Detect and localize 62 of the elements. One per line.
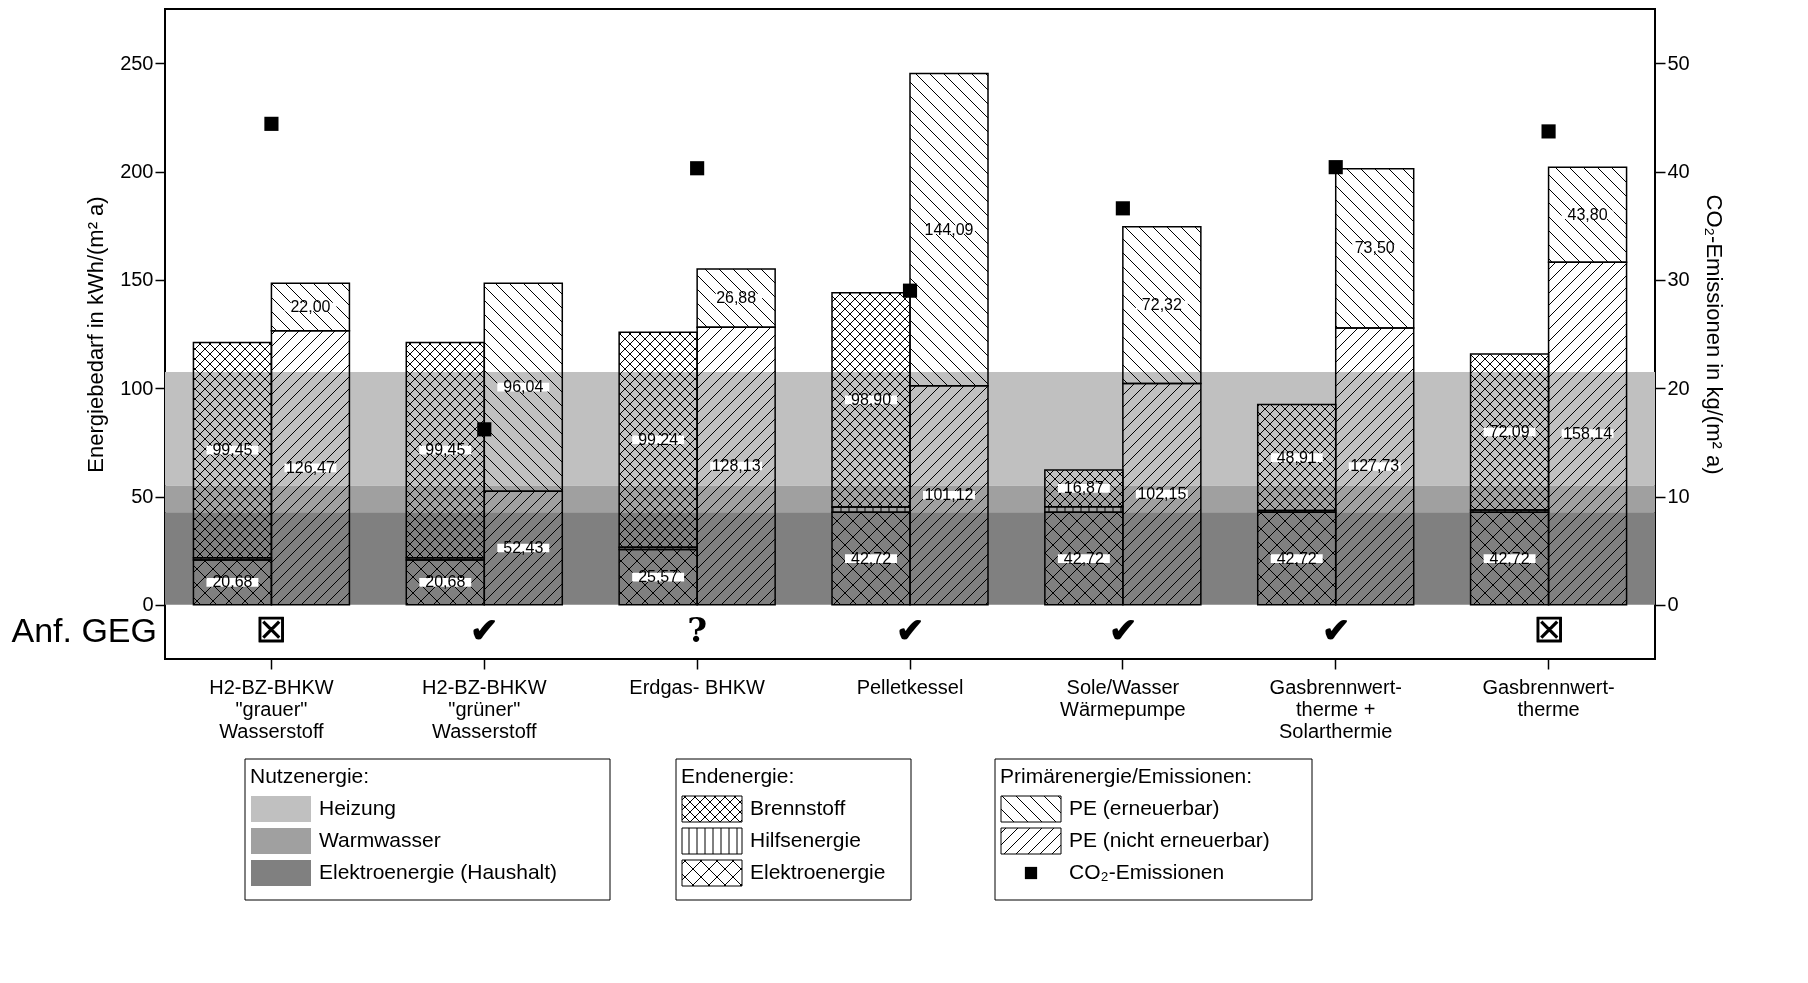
data-label: 42,72 bbox=[1489, 549, 1530, 567]
data-label: 42,72 bbox=[1276, 549, 1317, 567]
x-tick-label: Pelletkessel bbox=[856, 675, 964, 698]
annotation: ✔ bbox=[1321, 609, 1350, 650]
x-tick-label: Gasbrennwert- therme bbox=[1482, 675, 1615, 720]
legend-label: Warmwasser bbox=[319, 828, 441, 851]
data-label: 52,43 bbox=[503, 539, 544, 557]
y2-tick-label: 0 bbox=[1667, 593, 1679, 616]
y2-tick-label: 50 bbox=[1667, 51, 1690, 74]
legend-label: Hilfsenergie bbox=[750, 828, 861, 851]
data-label: 26,88 bbox=[716, 289, 757, 307]
data-label: 72,32 bbox=[1141, 296, 1182, 314]
y2-tick-label: 20 bbox=[1667, 376, 1690, 399]
annotation: ✔ bbox=[470, 609, 499, 650]
text: Primärenergie/Emissionen: bbox=[1000, 764, 1253, 787]
legend-label: PE (erneuerbar) bbox=[1069, 796, 1220, 819]
legend-label: Elektroenergie (Haushalt) bbox=[319, 860, 558, 883]
annotation: ☒ bbox=[256, 609, 287, 650]
y-axis-title: Energiebedarf in kWh/(m² a) bbox=[83, 196, 109, 473]
data-label: 98,90 bbox=[850, 390, 892, 408]
y2-tick-label: 30 bbox=[1667, 268, 1690, 291]
y-tick-label: 100 bbox=[120, 376, 154, 399]
y-tick-label: 200 bbox=[120, 160, 154, 182]
data-label: 127,73 bbox=[1350, 457, 1400, 475]
data-label: 101,12 bbox=[924, 486, 974, 504]
data-label: 20,68 bbox=[212, 573, 253, 591]
annotation: ✔ bbox=[1108, 609, 1137, 650]
data-label: 126,47 bbox=[285, 458, 335, 476]
x-tick-label: Gasbrennwert- therme + Solarthermie bbox=[1269, 675, 1402, 742]
data-label: 25,57 bbox=[638, 568, 679, 586]
data-label: 43,80 bbox=[1567, 205, 1608, 223]
data-label: 72,09 bbox=[1489, 423, 1530, 441]
data-label: 73,50 bbox=[1354, 239, 1395, 257]
y-tick-label: 150 bbox=[120, 268, 154, 291]
legend-label: Brennstoff bbox=[750, 796, 846, 819]
data-label: 96,04 bbox=[503, 378, 544, 396]
data-label: 20,68 bbox=[425, 573, 466, 591]
x-tick-label: H2-BZ-BHKW "grüner" Wasserstoff bbox=[422, 675, 547, 742]
data-label: 42,72 bbox=[850, 549, 892, 567]
legend-label: Heizung bbox=[319, 796, 397, 819]
data-label: 22,00 bbox=[290, 297, 331, 315]
x-tick-label: Erdgas- BHKW bbox=[629, 675, 766, 698]
data-label: 99,45 bbox=[212, 441, 253, 459]
y2-axis-title: CO₂-Emissionen in kg/(m² a) bbox=[1701, 194, 1727, 475]
legend-label: CO₂-Emissionen bbox=[1069, 860, 1225, 883]
y2-tick-label: 40 bbox=[1667, 160, 1690, 182]
data-label: 158,14 bbox=[1563, 424, 1613, 442]
y-tick-label: 250 bbox=[120, 51, 154, 74]
annotation: ? bbox=[687, 609, 708, 650]
x-tick-label: H2-BZ-BHKW "grauer" Wasserstoff bbox=[209, 675, 334, 742]
x-tick-label: Sole/Wasser Wärmepumpe bbox=[1060, 675, 1186, 720]
annotation: ☒ bbox=[1533, 609, 1564, 650]
text: Endenergie: bbox=[681, 764, 795, 787]
text: Nutzenergie: bbox=[250, 764, 370, 787]
legend-label: PE (nicht erneuerbar) bbox=[1069, 828, 1270, 851]
data-label: 128,13 bbox=[711, 457, 761, 475]
legend-label: Elektroenergie bbox=[750, 860, 886, 883]
data-label: 102,15 bbox=[1137, 485, 1187, 503]
data-label: 144,09 bbox=[924, 220, 974, 238]
annotation: ✔ bbox=[896, 609, 924, 650]
y-tick-label: 50 bbox=[131, 485, 154, 507]
y2-tick-label: 10 bbox=[1667, 485, 1690, 507]
